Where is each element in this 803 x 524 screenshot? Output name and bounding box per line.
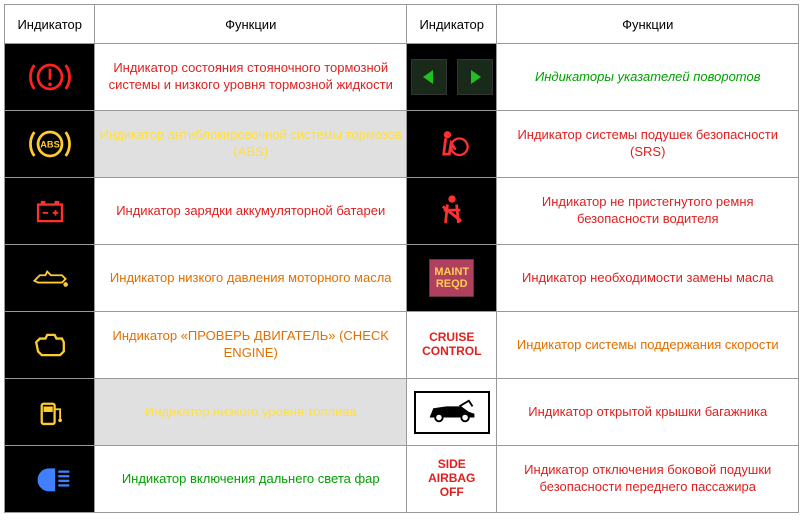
indicator-cell-left bbox=[5, 245, 95, 312]
indicator-cell-right: SIDE AIRBAGOFF bbox=[407, 446, 497, 513]
turn-signals-icon bbox=[411, 59, 493, 95]
text-line-3: OFF bbox=[411, 486, 492, 500]
indicator-cell-left bbox=[5, 178, 95, 245]
table-row: Индикатор включения дальнего света фарSI… bbox=[5, 446, 799, 513]
table-row: Индикатор низкого уровня топлива Индикат… bbox=[5, 379, 799, 446]
arrow-left-icon bbox=[411, 59, 447, 95]
function-cell-left: Индикатор зарядки аккумуляторной батареи bbox=[95, 178, 407, 245]
function-cell-left: Индикатор низкого давления моторного мас… bbox=[95, 245, 407, 312]
function-cell-right: Индикатор системы поддержания скорости bbox=[497, 312, 799, 379]
indicator-cell-right bbox=[407, 379, 497, 446]
indicator-cell-left bbox=[5, 379, 95, 446]
header-functions-2: Функции bbox=[497, 5, 799, 44]
side-airbag-off-icon: SIDE AIRBAGOFF bbox=[411, 458, 492, 499]
airbag-icon bbox=[423, 119, 481, 169]
indicator-cell-right: MAINT REQD bbox=[407, 245, 497, 312]
battery-icon bbox=[21, 186, 79, 236]
table-row: Индикатор зарядки аккумуляторной батареи… bbox=[5, 178, 799, 245]
low-fuel-icon bbox=[21, 387, 79, 437]
arrow-right-icon bbox=[457, 59, 493, 95]
text-line-2: AIRBAG bbox=[411, 472, 492, 486]
oil-pressure-icon bbox=[21, 253, 79, 303]
text-line-2: CONTROL bbox=[411, 345, 492, 359]
function-cell-right: Индикаторы указателей поворотов bbox=[497, 44, 799, 111]
maint-text-2: REQD bbox=[434, 278, 469, 290]
indicator-cell-left bbox=[5, 44, 95, 111]
table-row: ABS Индикатор антиблокировочной системы т… bbox=[5, 111, 799, 178]
function-cell-left: Индикатор состояния стояночного тормозно… bbox=[95, 44, 407, 111]
function-cell-right: Индикатор не пристегнутого ремня безопас… bbox=[497, 178, 799, 245]
function-cell-left: Индикатор низкого уровня топлива bbox=[95, 379, 407, 446]
abs-icon: ABS bbox=[21, 119, 79, 169]
indicator-cell-right bbox=[407, 178, 497, 245]
seatbelt-icon bbox=[423, 186, 481, 236]
header-indicator-1: Индикатор bbox=[5, 5, 95, 44]
function-cell-left: Индикатор «ПРОВЕРЬ ДВИГАТЕЛЬ» (CHECK ENG… bbox=[95, 312, 407, 379]
indicator-cell-right: CRUISE CONTROL bbox=[407, 312, 497, 379]
indicator-cell-left bbox=[5, 312, 95, 379]
header-indicator-2: Индикатор bbox=[407, 5, 497, 44]
table-row: Индикатор низкого давления моторного мас… bbox=[5, 245, 799, 312]
brake-warning-icon bbox=[21, 52, 79, 102]
indicator-cell-right bbox=[407, 111, 497, 178]
check-engine-icon bbox=[21, 320, 79, 370]
text-line-1: SIDE bbox=[411, 458, 492, 472]
header-functions-1: Функции bbox=[95, 5, 407, 44]
svg-text:ABS: ABS bbox=[40, 139, 59, 149]
function-cell-right: Индикатор необходимости замены масла bbox=[497, 245, 799, 312]
trunk-open-icon bbox=[414, 391, 490, 434]
indicator-cell-right bbox=[407, 44, 497, 111]
function-cell-right: Индикатор открытой крышки багажника bbox=[497, 379, 799, 446]
indicators-table: Индикатор Функции Индикатор Функции Инди… bbox=[4, 4, 799, 513]
header-row: Индикатор Функции Индикатор Функции bbox=[5, 5, 799, 44]
cruise-control-icon: CRUISE CONTROL bbox=[411, 331, 492, 359]
high-beam-icon bbox=[21, 454, 79, 504]
function-cell-right: Индикатор отключения боковой подушки без… bbox=[497, 446, 799, 513]
maint-reqd-icon: MAINT REQD bbox=[429, 259, 474, 297]
text-line-1: CRUISE bbox=[411, 331, 492, 345]
function-cell-left: Индикатор антиблокировочной системы торм… bbox=[95, 111, 407, 178]
maint-text-1: MAINT bbox=[434, 266, 469, 278]
indicator-cell-left bbox=[5, 446, 95, 513]
indicator-cell-left: ABS bbox=[5, 111, 95, 178]
function-cell-right: Индикатор системы подушек безопасности (… bbox=[497, 111, 799, 178]
function-cell-left: Индикатор включения дальнего света фар bbox=[95, 446, 407, 513]
table-row: Индикатор «ПРОВЕРЬ ДВИГАТЕЛЬ» (CHECK ENG… bbox=[5, 312, 799, 379]
table-row: Индикатор состояния стояночного тормозно… bbox=[5, 44, 799, 111]
